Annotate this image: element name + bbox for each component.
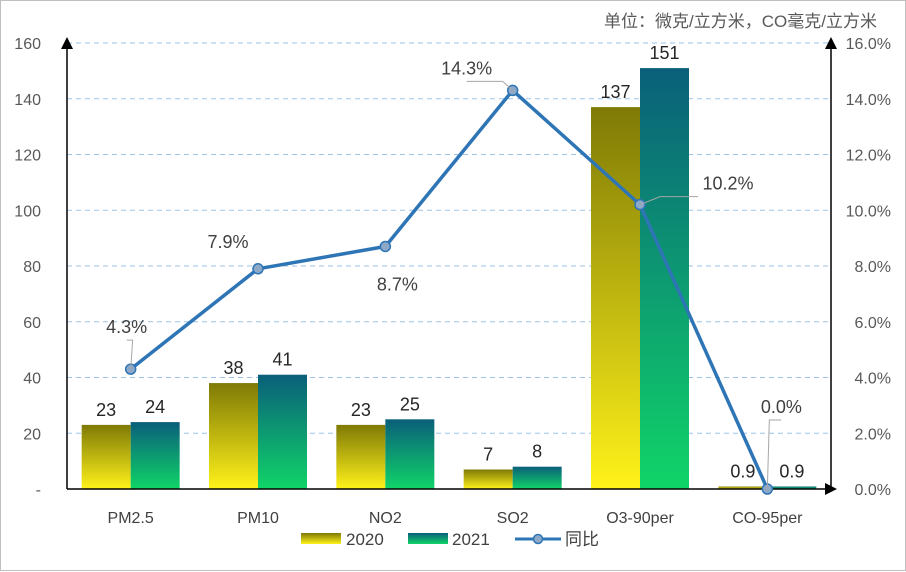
right-tick-label: 10.0%	[846, 203, 891, 220]
yoy-label: 0.0%	[761, 397, 802, 417]
bar-label-2020: 0.9	[730, 461, 755, 481]
category-label: PM10	[237, 510, 279, 527]
left-tick-label: 20	[23, 426, 41, 443]
left-tick-label: 120	[14, 148, 41, 165]
bar-label-2020: 38	[223, 358, 243, 378]
bar-label-2021: 0.9	[779, 461, 804, 481]
label-leader	[466, 80, 514, 91]
left-tick-label: 140	[14, 92, 41, 109]
bar-2021	[130, 422, 180, 489]
yoy-label: 8.7%	[377, 274, 418, 294]
bar-2020	[591, 107, 640, 490]
label-leader	[766, 419, 782, 490]
bar-2020	[718, 486, 768, 489]
legend: 2020 2021 同比	[301, 530, 599, 549]
bar-label-2021: 25	[400, 394, 420, 414]
category-label: O3-90per	[606, 510, 674, 527]
legend-swatch-2020	[301, 533, 341, 544]
right-tick-label: 16.0%	[846, 36, 891, 53]
legend-label-2020: 2020	[346, 530, 384, 549]
yoy-label: 14.3%	[441, 58, 492, 78]
category-label: NO2	[369, 510, 402, 527]
bar-2021	[640, 68, 689, 490]
left-tick-label: 160	[14, 36, 41, 53]
right-tick-label: 12.0%	[846, 148, 891, 165]
category-label: SO2	[497, 510, 529, 527]
left-tick-label: 40	[23, 371, 41, 388]
left-tick-label: -	[36, 482, 41, 499]
right-tick-label: 14.0%	[846, 92, 891, 109]
unit-note: 单位：微克/立方米，CO毫克/立方米	[604, 12, 877, 31]
left-tick-label: 60	[23, 315, 41, 332]
yoy-point	[379, 240, 392, 253]
bar-label-2021: 24	[145, 397, 165, 417]
bar-label-2020: 23	[96, 400, 116, 420]
label-leader	[639, 196, 698, 206]
bar-2020	[209, 383, 258, 489]
bar-2021	[767, 486, 817, 489]
bar-2020	[81, 424, 131, 489]
gridlines	[67, 42, 831, 434]
bar-2021	[258, 374, 307, 489]
right-tick-label: 0.0%	[855, 482, 891, 499]
left-tick-label: 100	[14, 203, 41, 220]
bar-2020	[336, 424, 386, 489]
legend-label-yoy: 同比	[565, 530, 599, 549]
left-tick-label: 80	[23, 259, 41, 276]
yoy-label: 4.3%	[106, 317, 147, 337]
right-tick-label: 2.0%	[855, 426, 891, 443]
tick-labels: - 0.0% 20 2.0% 40 4.0% 60 6.0% 80 8.0% 100 10.0% 120…	[14, 36, 891, 527]
bar-label-2020: 23	[351, 400, 371, 420]
category-label: CO-95per	[732, 510, 803, 527]
right-tick-label: 8.0%	[855, 259, 891, 276]
legend-swatch-2021	[408, 533, 448, 544]
bar-label-2020: 7	[483, 444, 493, 464]
right-tick-label: 4.0%	[855, 371, 891, 388]
bars	[81, 68, 817, 490]
yoy-label: 7.9%	[207, 232, 248, 252]
bar-2021	[512, 466, 562, 489]
yoy-point	[252, 263, 264, 275]
bar-label-2021: 8	[532, 442, 542, 462]
legend-label-2021: 2021	[452, 530, 490, 549]
data-labels: 23 24 38 41 23 25 7 8 137 151 0.9 0.9 4.3% 7.9% 8.7% 14…	[96, 43, 804, 490]
yoy-polyline	[129, 88, 769, 490]
category-label: PM2.5	[108, 510, 154, 527]
legend-marker-yoy	[532, 533, 544, 545]
bar-label-2020: 137	[600, 82, 630, 102]
bar-2020	[463, 469, 513, 489]
bar-2021	[385, 419, 435, 489]
yoy-label: 10.2%	[702, 174, 753, 194]
axes	[61, 37, 837, 495]
label-leader	[126, 339, 134, 370]
bar-label-2021: 41	[272, 350, 292, 370]
right-tick-label: 6.0%	[855, 315, 891, 332]
bar-label-2021: 151	[649, 43, 679, 63]
